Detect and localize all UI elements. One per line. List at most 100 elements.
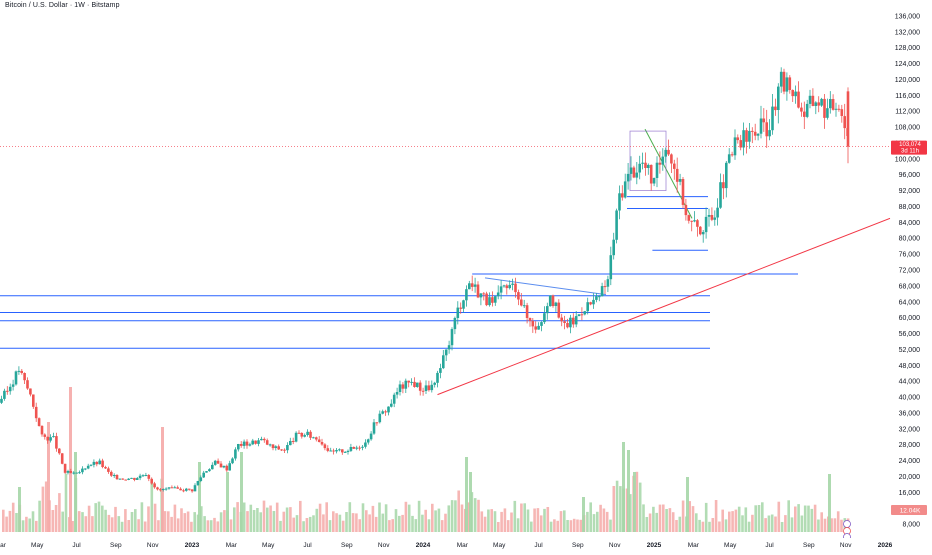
volume-bar [602, 508, 606, 532]
volume-bar [813, 504, 817, 532]
candle-body [124, 479, 127, 481]
volume-bar [35, 520, 38, 532]
volume-bar [810, 508, 814, 532]
price-tick-label: 112,000 [895, 109, 920, 116]
time-tick-label: Sep [341, 542, 353, 549]
candle-body [840, 109, 844, 116]
price-tick-label: 56,000 [899, 331, 921, 338]
candle-body [381, 411, 384, 414]
candle-body [635, 172, 639, 178]
candle-body [831, 99, 835, 110]
candle-body [569, 317, 572, 328]
candle-body [66, 471, 70, 473]
chart-title: Bitcoin / U.S. Dollar · 1W · Bitstamp [5, 2, 120, 9]
volume-bar [259, 512, 262, 532]
candle-body [727, 154, 731, 163]
volume-bar [543, 508, 546, 532]
time-tick-label: Sep [110, 542, 122, 549]
candle-body [346, 450, 350, 452]
volume-bar [97, 501, 101, 532]
volume-badge [891, 505, 927, 515]
volume-bar [391, 519, 394, 532]
price-tick-label: 116,000 [895, 93, 920, 100]
volume-bar [308, 516, 312, 532]
candle-body [797, 91, 800, 108]
candle-body [442, 355, 445, 369]
candle-body [638, 163, 641, 173]
candle-body [774, 106, 777, 111]
candle-body [133, 477, 136, 480]
volume-bar [87, 505, 91, 532]
candle-body [534, 326, 537, 330]
volume-bar [206, 520, 210, 532]
volume-bar [500, 511, 503, 532]
volume-bar [493, 511, 497, 532]
candle-body [332, 450, 335, 452]
candle-body [251, 440, 254, 445]
volume-bar [629, 494, 632, 532]
candle-body [577, 314, 581, 316]
time-tick-label: Jul [72, 542, 81, 549]
volume-bar [686, 477, 689, 532]
candle-body [283, 449, 286, 451]
volume-bar [312, 515, 315, 532]
volume-bar [434, 510, 437, 532]
volume-bar [315, 508, 319, 532]
volume-bar [407, 504, 411, 532]
volume-bar [800, 515, 804, 532]
candle-body [159, 489, 162, 491]
volume-bar [483, 516, 487, 532]
candle-body [658, 162, 662, 165]
volume-bar [698, 519, 701, 532]
candle-body [69, 471, 73, 473]
volume-bar [275, 502, 279, 532]
volume-bar [69, 387, 72, 532]
price-tick-label: 52,000 [899, 347, 921, 354]
candle-body [511, 283, 514, 285]
candle-body [811, 95, 815, 106]
volume-bar [341, 520, 345, 532]
price-tick-label: 136,000 [895, 13, 920, 20]
candle-body [609, 255, 613, 280]
candle-body [147, 475, 151, 479]
volume-bar [167, 511, 170, 532]
candle-body [176, 487, 179, 489]
candle-body [187, 488, 191, 490]
candle-body [341, 449, 344, 453]
time-tick-label: Jul [534, 542, 543, 549]
volume-bar [130, 512, 134, 532]
candle-body [520, 299, 523, 306]
time-tick-label: May [31, 542, 44, 549]
volume-bar [559, 511, 563, 532]
time-tick-label: May [724, 542, 737, 549]
candle-body [788, 77, 792, 90]
candle-body [107, 468, 110, 472]
volume-bar [774, 516, 777, 532]
candle-body [312, 437, 315, 439]
volume-bar [120, 521, 124, 532]
volume-bar [299, 500, 302, 532]
candle-body [736, 137, 740, 141]
volume-bar [711, 518, 715, 532]
volume-bar [110, 517, 114, 532]
candle-body [199, 477, 203, 481]
volume-bar [767, 515, 771, 532]
candle-body [696, 220, 699, 227]
volume-bar [101, 505, 104, 532]
candle-body [641, 162, 644, 164]
volume-bar [556, 520, 559, 532]
volume-bar [797, 504, 800, 532]
volume-bar [143, 521, 147, 532]
candle-body [141, 475, 145, 477]
volume-bar [58, 493, 61, 532]
volume-bar [355, 513, 358, 532]
volume-bar [223, 510, 226, 532]
candle-body [699, 226, 702, 235]
candle-body [716, 207, 719, 218]
candle-body [86, 465, 90, 469]
candle-body [265, 440, 269, 445]
volume-bar [203, 516, 206, 532]
candle-body [98, 460, 101, 465]
